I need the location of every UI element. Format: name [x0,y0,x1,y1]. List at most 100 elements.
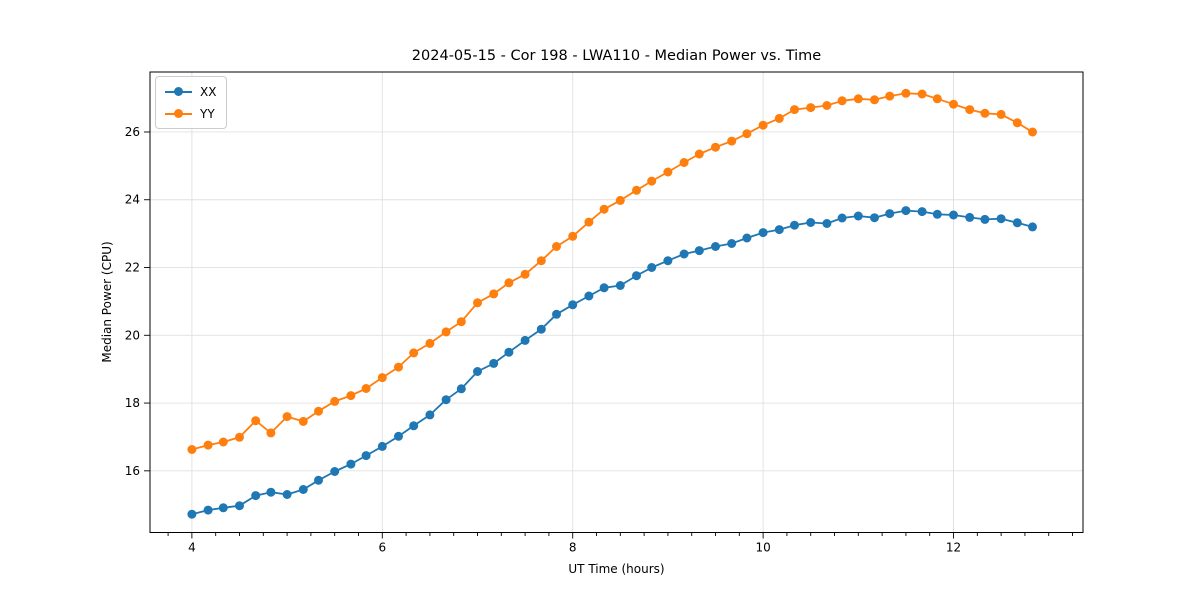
data-point [1012,218,1022,228]
x-tick-label: 6 [378,540,386,554]
data-point [456,384,466,394]
data-point [949,210,958,220]
data-point [996,214,1006,224]
data-point [758,228,768,238]
data-point [1012,118,1022,128]
y-axis-label: Median Power (CPU) [100,241,114,363]
data-point [632,185,641,195]
data-point [441,395,451,405]
data-point [346,391,356,401]
data-point [901,206,911,216]
data-point [504,278,514,288]
data-point [599,204,609,214]
data-point [235,432,244,442]
data-point [663,256,673,266]
data-point [473,367,482,376]
data-point [187,445,197,454]
data-point [361,451,371,461]
data-point [615,281,625,290]
data-point [520,269,530,279]
data-point [1028,127,1037,137]
data-point [647,176,657,186]
data-point [568,300,578,310]
data-point [790,105,799,115]
data-point [568,231,578,241]
data-point [711,242,720,251]
data-point [394,362,403,372]
x-tick-label: 12 [946,540,961,554]
data-point [504,347,514,357]
data-point [473,298,482,308]
legend-item-yy: YY [165,104,216,123]
data-point [837,96,847,106]
data-point [552,309,561,319]
legend-label-yy: YY [200,106,215,121]
legend: XX YY [155,76,228,129]
legend-item-xx: XX [165,82,216,101]
data-point [361,384,371,393]
data-point [711,142,720,152]
data-point [885,91,895,101]
data-point [235,501,244,511]
data-point [774,113,784,123]
data-point [806,218,816,227]
x-axis: 4 6 8 10 12 [167,532,1073,554]
data-point [251,416,261,426]
data-point [584,291,594,301]
data-point [489,289,499,299]
data-point [266,428,276,438]
data-point [647,263,657,272]
x-tick-label: 8 [569,540,577,554]
data-point [727,136,737,146]
data-point [742,233,752,243]
grid [150,72,1083,533]
data-point [837,213,847,223]
data-point [965,212,975,222]
legend-swatch-yy-icon [165,109,192,119]
data-point [822,219,832,228]
data-point [409,348,419,358]
data-point [996,109,1006,119]
x-axis-label: UT Time (hours) [568,562,665,576]
data-point [425,410,435,420]
data-point [774,225,784,235]
data-point [853,211,863,221]
y-tick-label: 16 [125,464,140,478]
data-point [394,431,403,441]
data-point [917,89,927,99]
data-point [314,406,323,416]
data-point [536,324,546,334]
data-point [1028,222,1037,232]
data-point [298,485,308,494]
data-point [932,209,942,219]
data-point [694,246,704,256]
data-point [822,101,832,110]
data-point [536,256,546,266]
data-point [694,149,704,159]
data-point [806,103,816,113]
data-point [599,283,609,293]
data-point [330,396,340,406]
data-point [615,195,625,205]
data-point [901,88,911,98]
data-point [932,94,942,104]
legend-swatch-xx-icon [165,87,192,97]
data-point [377,441,387,451]
data-point [251,491,261,501]
data-point [520,335,530,345]
data-point [742,129,752,139]
data-point [377,373,387,383]
data-point [330,467,340,476]
y-tick-label: 18 [125,396,140,410]
data-point [965,105,975,115]
data-point [218,437,228,447]
data-point [203,505,213,515]
data-point [489,358,499,368]
data-point [679,158,689,167]
data-point [266,487,276,497]
chart-title: 2024-05-15 - Cor 198 - LWA110 - Median P… [411,48,822,64]
data-point [218,503,228,513]
data-point [282,490,292,499]
